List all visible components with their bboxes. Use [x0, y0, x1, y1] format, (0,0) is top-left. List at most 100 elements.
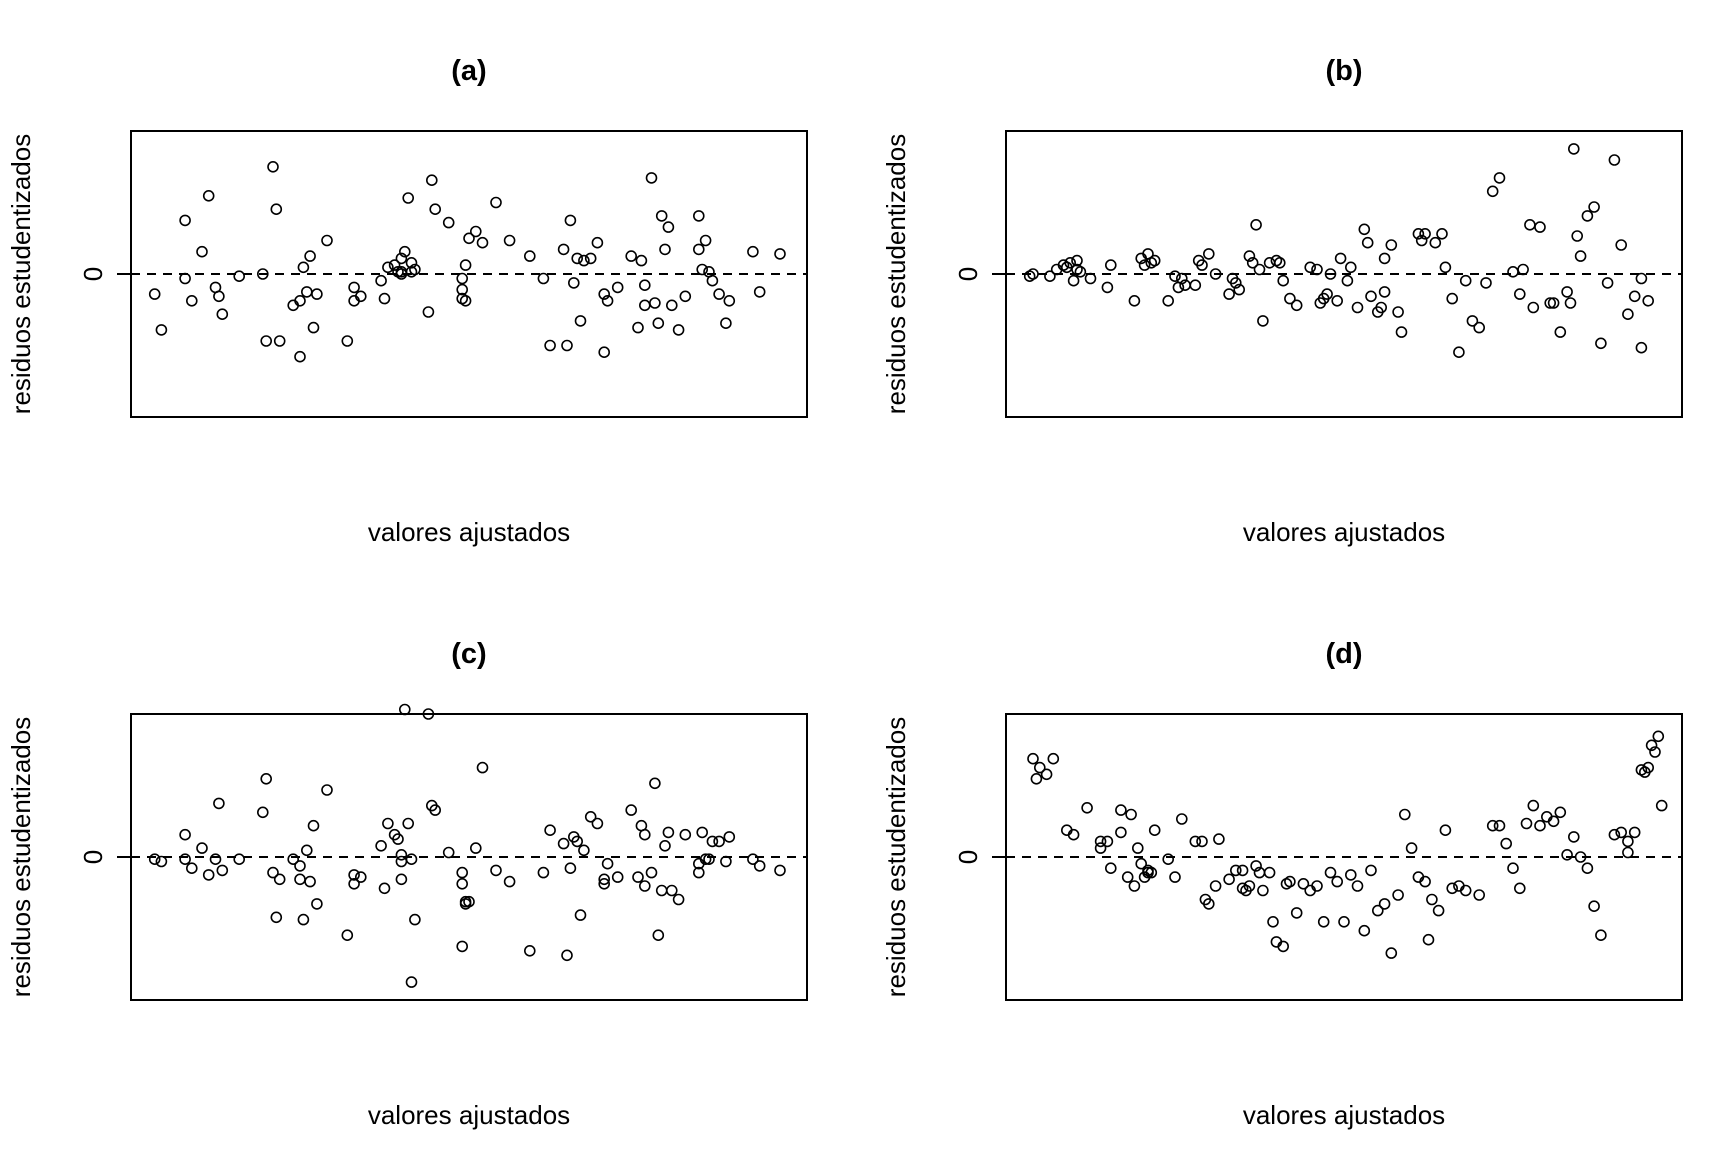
data-point [1459, 274, 1472, 287]
data-point [1422, 933, 1435, 946]
data-point [1642, 761, 1654, 774]
data-point [1233, 283, 1245, 296]
data-point [1547, 297, 1560, 309]
data-point [1419, 875, 1431, 888]
data-point [679, 828, 692, 841]
data-point [1277, 940, 1289, 953]
data-point [753, 286, 766, 298]
y-axis-label: residuos estudentizados [6, 717, 36, 997]
data-point [1074, 265, 1087, 278]
data-point [1358, 924, 1371, 937]
data-point [1514, 882, 1526, 895]
data-point [382, 817, 394, 830]
panel-title: (d) [1325, 638, 1362, 670]
data-point [1189, 835, 1202, 848]
data-point [571, 252, 584, 265]
data-point [1162, 853, 1174, 866]
y-axis-label: residuos estudentizados [881, 717, 911, 997]
data-point [747, 245, 759, 258]
data-point [388, 259, 401, 271]
data-point [1378, 898, 1391, 910]
data-point [632, 321, 644, 334]
data-point [307, 321, 320, 334]
data-point [1290, 907, 1303, 919]
data-point [1290, 299, 1303, 312]
data-point [537, 866, 550, 879]
data-point [459, 294, 472, 307]
data-point [300, 286, 313, 298]
data-point [1321, 288, 1333, 300]
data-point [1209, 268, 1222, 280]
data-point [148, 288, 161, 300]
data-point [652, 929, 665, 942]
y-tick-label: 0 [78, 850, 108, 864]
data-point [1395, 326, 1408, 338]
data-point [459, 895, 472, 908]
data-point [638, 279, 651, 292]
data-point [635, 254, 648, 267]
data-point [213, 797, 225, 810]
data-point [216, 864, 229, 877]
data-point [564, 862, 577, 875]
data-point [463, 232, 475, 245]
data-point [1574, 250, 1587, 262]
data-point [1493, 819, 1506, 832]
data-point [1595, 337, 1607, 350]
data-point [1084, 272, 1097, 285]
data-point [402, 192, 415, 204]
data-point [574, 315, 587, 327]
data-point [469, 842, 482, 854]
data-point [1507, 265, 1519, 278]
data-point [1392, 306, 1404, 318]
data-point [304, 250, 316, 262]
data-point [294, 294, 306, 307]
data-point [395, 252, 408, 265]
data-point [1486, 819, 1499, 832]
data-point [1507, 862, 1519, 875]
data-point [196, 842, 208, 854]
data-point [1378, 286, 1391, 298]
data-point [645, 172, 658, 184]
data-point [1527, 301, 1540, 314]
data-point [672, 893, 685, 906]
data-point [611, 871, 624, 883]
data-point [294, 873, 306, 886]
data-point [649, 777, 661, 790]
data-point [382, 261, 394, 274]
data-point [233, 853, 245, 866]
data-point [1331, 875, 1343, 888]
data-point [1148, 254, 1161, 267]
data-point [1500, 837, 1512, 850]
panel-title: (a) [451, 55, 486, 87]
data-point [1105, 259, 1117, 271]
data-point [256, 806, 269, 819]
data-point [1426, 893, 1438, 906]
data-point [665, 299, 678, 312]
data-point [456, 877, 469, 890]
data-point [1415, 234, 1428, 247]
data-point [1608, 828, 1621, 841]
data-point [1101, 281, 1114, 294]
data-point [375, 274, 387, 287]
data-point [294, 860, 306, 872]
data-point [713, 835, 725, 848]
data-point [179, 214, 191, 227]
data-point [1375, 301, 1387, 314]
data-point [1652, 730, 1665, 743]
data-point [1067, 828, 1080, 841]
data-point [571, 835, 584, 848]
data-point [1250, 860, 1262, 872]
data-point [1324, 268, 1337, 280]
data-point [202, 869, 215, 881]
data-point [378, 292, 391, 305]
data-point [1520, 817, 1533, 830]
data-point [307, 819, 320, 832]
data-point [1267, 915, 1279, 928]
data-point [1351, 301, 1364, 314]
data-point [1571, 230, 1583, 242]
data-point [578, 254, 590, 267]
data-point [1622, 846, 1634, 859]
data-point [1534, 221, 1546, 233]
data-point [523, 250, 536, 262]
data-point [747, 853, 759, 866]
